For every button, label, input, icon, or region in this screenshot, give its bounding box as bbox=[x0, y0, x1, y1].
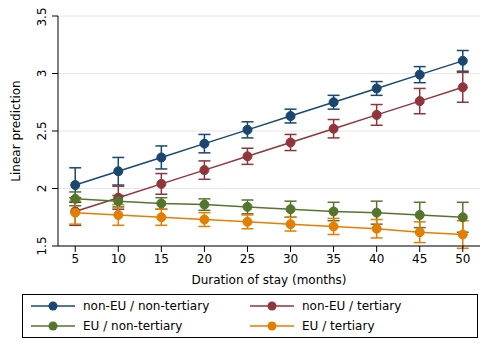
svg-text:35: 35 bbox=[326, 252, 341, 266]
svg-text:Duration of stay (months): Duration of stay (months) bbox=[191, 273, 346, 287]
svg-text:5: 5 bbox=[71, 252, 79, 266]
svg-text:15: 15 bbox=[154, 252, 169, 266]
svg-text:2.5: 2.5 bbox=[35, 121, 49, 140]
svg-text:10: 10 bbox=[111, 252, 126, 266]
svg-text:Linear prediction: Linear prediction bbox=[9, 80, 23, 181]
svg-text:3: 3 bbox=[35, 70, 49, 78]
html-text:non-EU / non-tertiary: non-EU / non-tertiary bbox=[83, 299, 210, 313]
svg-text:2: 2 bbox=[35, 185, 49, 193]
html-text:EU / non-tertiary: EU / non-tertiary bbox=[83, 319, 183, 333]
svg-text:1.5: 1.5 bbox=[35, 236, 49, 255]
svg-text:25: 25 bbox=[240, 252, 255, 266]
svg-text:3.5: 3.5 bbox=[35, 8, 49, 27]
svg-text:50: 50 bbox=[455, 252, 470, 266]
svg-text:20: 20 bbox=[197, 252, 212, 266]
svg-text:30: 30 bbox=[283, 252, 298, 266]
html-text:EU / tertiary: EU / tertiary bbox=[302, 319, 375, 333]
html-text:non-EU / tertiary: non-EU / tertiary bbox=[302, 299, 402, 313]
svg-text:40: 40 bbox=[369, 252, 384, 266]
svg-text:45: 45 bbox=[412, 252, 427, 266]
